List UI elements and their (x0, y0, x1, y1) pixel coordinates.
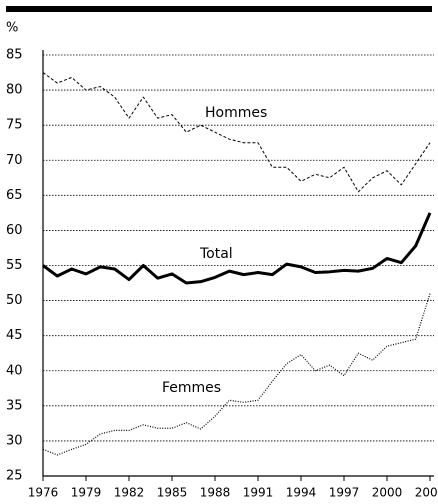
y-tick-label: 35 (6, 398, 23, 413)
x-tick-label: 2003 (415, 486, 438, 500)
x-tick-label: 1979 (71, 486, 102, 500)
x-tick-label: 1976 (28, 486, 59, 500)
line-hommes (42, 72, 431, 193)
x-tick-label: 1991 (243, 486, 274, 500)
y-tick-label: 25 (6, 469, 23, 484)
x-tick-label: 1982 (114, 486, 145, 500)
y-tick-label: 30 (6, 433, 23, 448)
line-total (42, 212, 432, 285)
y-tick-label: 70 (6, 153, 23, 168)
x-tick-label: 1985 (157, 486, 188, 500)
x-tick-label: 1994 (286, 486, 317, 500)
y-tick-label: 40 (6, 363, 23, 378)
y-unit: % (6, 21, 18, 36)
top-bar (6, 6, 432, 12)
x-tick-label: 2000 (372, 486, 403, 500)
y-tick-label: 85 (6, 48, 23, 63)
y-tick-label: 65 (6, 188, 23, 203)
series-label: Femmes (162, 380, 221, 396)
y-tick-label: 45 (6, 328, 23, 343)
y-tick-label: 55 (6, 258, 23, 273)
y-tick-label: 50 (6, 293, 23, 308)
y-tick-label: 75 (6, 118, 23, 133)
x-tick-label: 1988 (200, 486, 231, 500)
y-tick-label: 80 (6, 83, 23, 98)
line-femmes (42, 293, 431, 456)
series-label: Total (199, 246, 233, 262)
x-tick-label: 1997 (329, 486, 360, 500)
y-tick-label: 60 (6, 223, 23, 238)
series-label: Hommes (205, 105, 267, 121)
